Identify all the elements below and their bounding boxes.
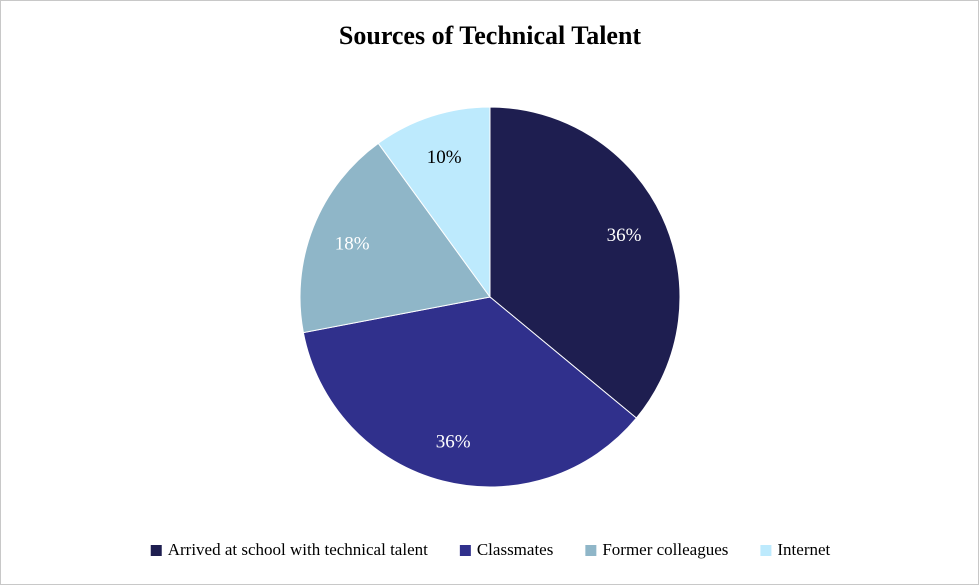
- data-label-internet: 10%: [427, 147, 462, 168]
- legend-swatch: [585, 545, 597, 556]
- pie-slice-arrived-at-school-with-technical-talent: [489, 106, 681, 419]
- pie-slice-internet: [377, 106, 491, 299]
- data-label-classmates: 36%: [436, 432, 471, 453]
- legend-label: Internet: [777, 540, 830, 559]
- legend-swatch: [150, 545, 162, 556]
- pie-slice-classmates: [302, 296, 638, 488]
- legend-swatch: [459, 545, 471, 556]
- legend-item-internet: Internet: [760, 540, 831, 559]
- legend-item-arrived-at-school-with-technical-talent: Arrived at school with technical talent: [150, 540, 428, 559]
- legend-swatch: [760, 545, 772, 556]
- chart-title: Sources of Technical Talent: [339, 21, 642, 50]
- legend-label: Arrived at school with technical talent: [168, 540, 428, 559]
- legend-item-former-colleagues: Former colleagues: [585, 540, 728, 559]
- pie-data-labels: 36% 36% 18% 10%: [335, 147, 642, 452]
- legend-label: Classmates: [477, 540, 554, 559]
- data-label-former-colleagues: 18%: [335, 233, 370, 254]
- pie-slice-former-colleagues: [299, 142, 491, 334]
- legend-label: Former colleagues: [602, 540, 728, 559]
- data-label-arrived-at-school-with-technical-talent: 36%: [607, 225, 642, 246]
- legend-item-classmates: Classmates: [459, 540, 554, 559]
- pie-slices: [299, 106, 681, 488]
- legend: Arrived at school with technical talent C…: [150, 540, 831, 559]
